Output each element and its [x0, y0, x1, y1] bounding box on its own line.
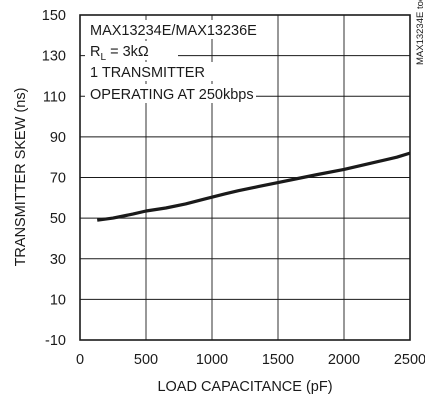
series-layer: [96, 151, 411, 222]
annotation-bg-2: [85, 41, 178, 60]
annotation-rate: OPERATING AT 250kbps: [90, 87, 254, 103]
y-tick-label: 110: [43, 89, 66, 105]
y-tick-label: 150: [42, 8, 66, 24]
annotation-bg-3: [85, 62, 213, 81]
x-tick-label: 2000: [328, 352, 360, 368]
x-tick-label: 2500: [394, 352, 425, 368]
annotation-load-value: = 3kΩ: [106, 44, 149, 60]
annotation-part-numbers: MAX13234E/MAX13236E: [90, 23, 257, 39]
y-tick-label: 90: [50, 130, 66, 146]
x-tick-label: 500: [134, 352, 158, 368]
series-line: [96, 151, 411, 222]
x-tick-label: 1500: [262, 352, 294, 368]
y-tick-labels: -10 10 30 50 70 90 110 130 150: [42, 8, 66, 349]
annotation-bg-1: [85, 20, 261, 39]
annotation-bg-4: [85, 84, 256, 103]
y-tick-label: 130: [42, 49, 66, 65]
x-axis-label: LOAD CAPACITANCE (pF): [157, 379, 332, 395]
y-tick-label: -10: [45, 333, 66, 349]
x-tick-label: 1000: [196, 352, 228, 368]
annotation-load: RL = 3kΩ: [90, 44, 149, 63]
annotation-transmitters: 1 TRANSMITTER: [90, 65, 205, 81]
y-tick-label: 10: [50, 292, 66, 308]
y-tick-label: 50: [50, 211, 66, 227]
y-tick-label: 30: [50, 252, 66, 268]
x-tick-labels: 0 500 1000 1500 2000 2500: [76, 352, 425, 368]
x-tick-label: 0: [76, 352, 84, 368]
annotation-load-sub: L: [100, 52, 106, 63]
annotation-load-prefix: R: [90, 44, 100, 60]
annotation-block: MAX13234E/MAX13236E RL = 3kΩ 1 TRANSMITT…: [85, 20, 261, 103]
y-axis-label: TRANSMITTER SKEW (ns): [13, 88, 29, 267]
plot-frame: [79, 14, 411, 341]
figure-id-label: MAX13234E toc07: [415, 0, 425, 65]
y-tick-label: 70: [50, 171, 66, 187]
